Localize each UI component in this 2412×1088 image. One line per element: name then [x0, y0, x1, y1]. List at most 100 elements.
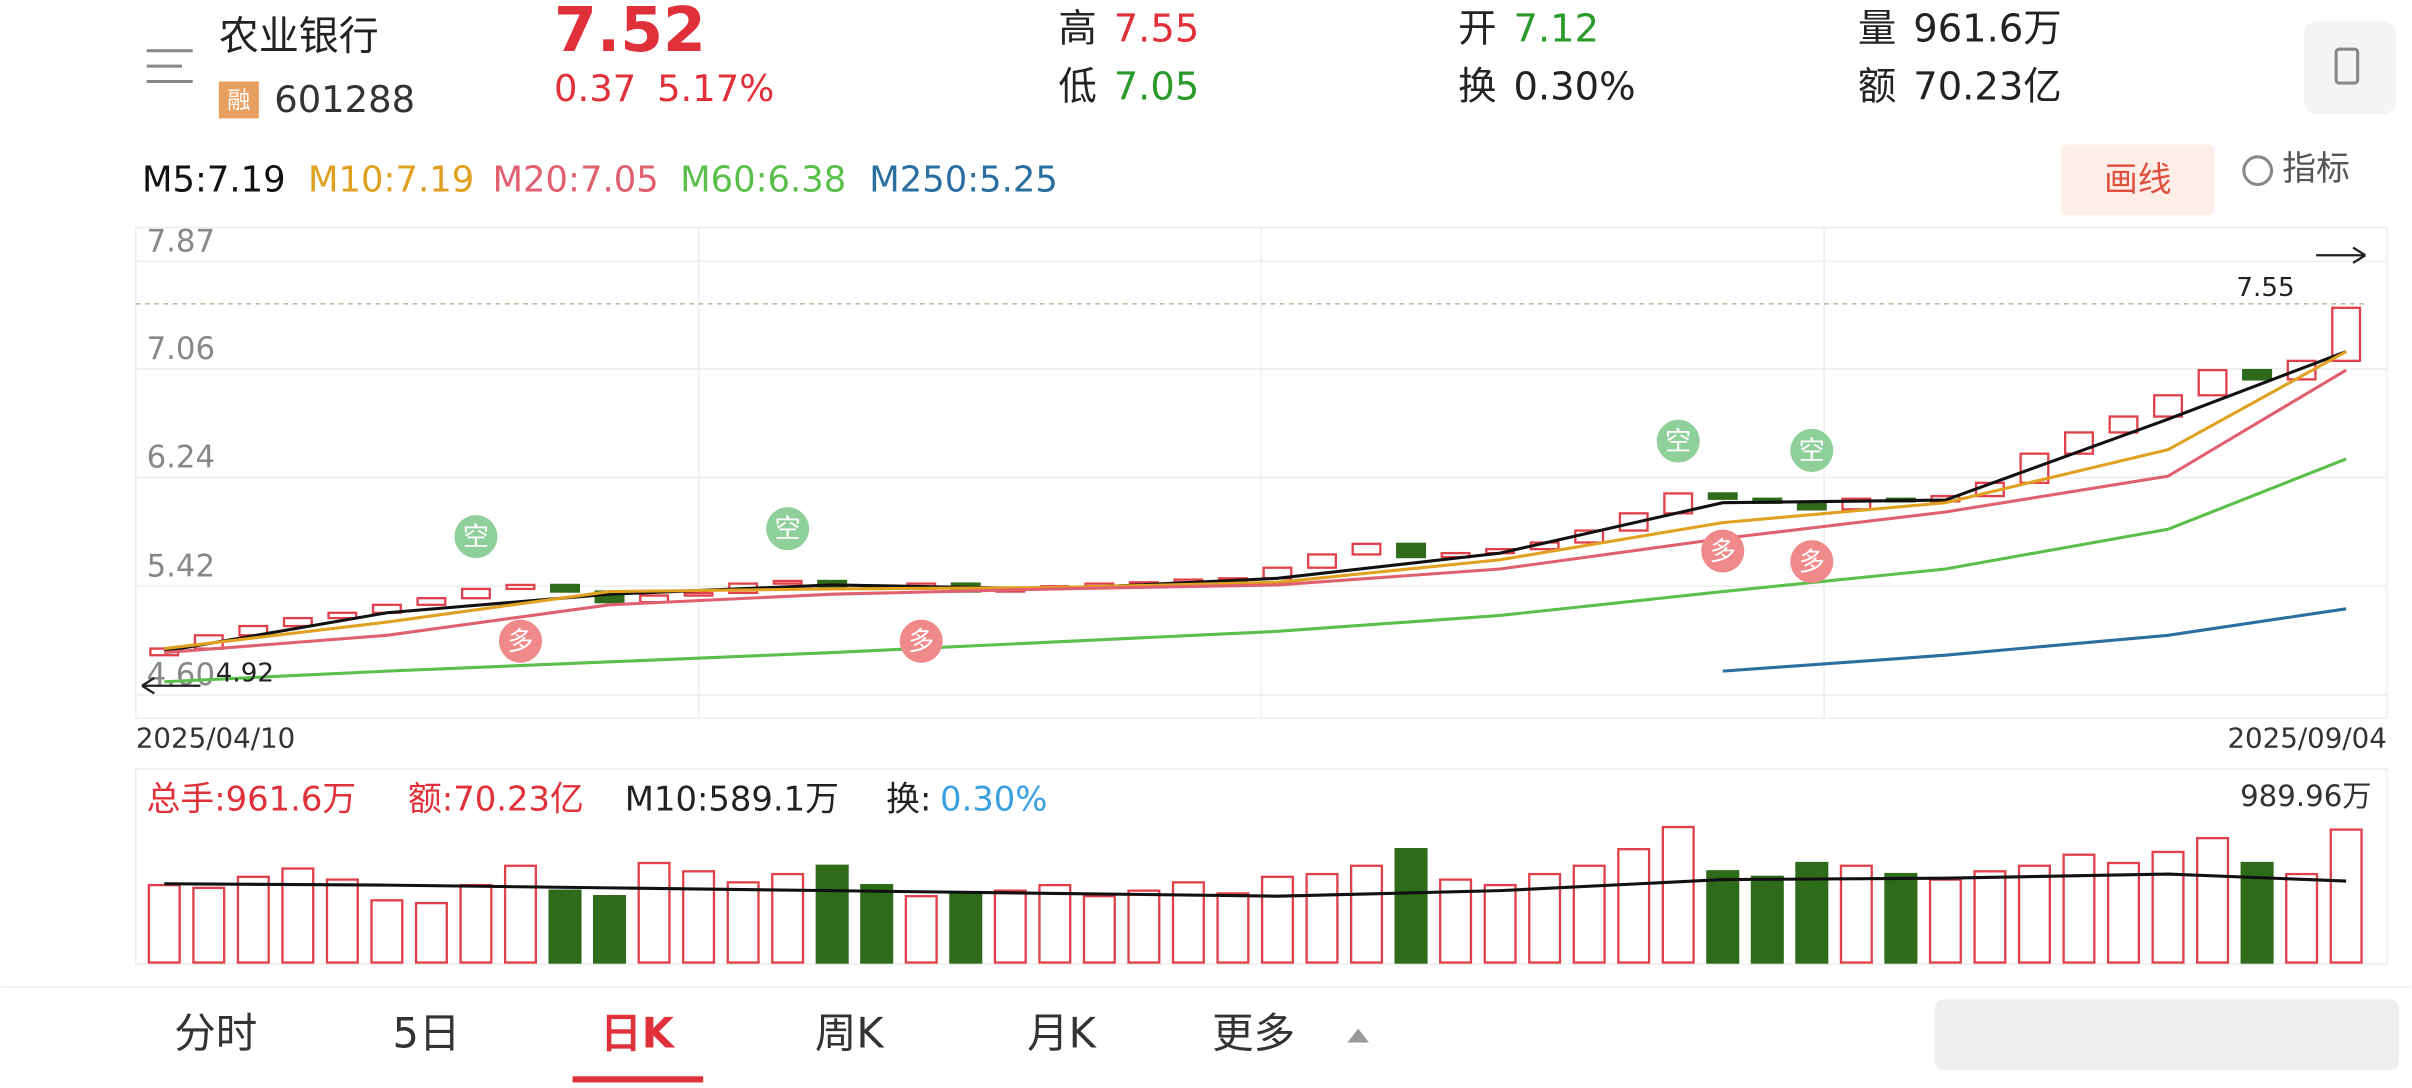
volume-bar — [1617, 848, 1651, 964]
tag: 融 — [227, 88, 250, 114]
volume-bar — [1661, 825, 1695, 964]
candle — [1396, 542, 1427, 559]
volume-bar — [1572, 864, 1606, 964]
volume-bar — [949, 892, 983, 964]
volume-bar — [1973, 870, 2007, 964]
volume-bar — [414, 901, 448, 964]
candle — [683, 591, 714, 597]
menu-icon[interactable] — [146, 49, 193, 84]
tab[interactable]: 周K — [815, 1008, 886, 1057]
candle — [2242, 368, 2273, 381]
vol-total: 总手:961.6万 — [147, 780, 357, 819]
stat-value: 7.12 — [1514, 6, 1600, 51]
volume-bar — [593, 895, 627, 964]
indicator-icon — [2242, 155, 2274, 187]
legend-ma: M10:7.19 — [308, 159, 474, 200]
volume-bar — [1260, 875, 1294, 964]
blurred-control[interactable] — [1934, 999, 2400, 1071]
stat-value: 7.05 — [1114, 65, 1200, 110]
volume-bar — [904, 895, 938, 964]
volume-bar — [2196, 836, 2230, 964]
legend-ma: M5:7.19 — [142, 159, 286, 200]
candle — [2108, 415, 2139, 434]
tab[interactable]: 日K — [600, 1008, 676, 1057]
draw-label: 画线 — [2104, 160, 2172, 199]
indicator-label[interactable]: 指标 — [2282, 149, 2350, 188]
signal-bubble — [899, 619, 943, 663]
volume-bar — [2285, 872, 2319, 964]
volume-bar — [1839, 864, 1873, 964]
volume-bar — [771, 872, 805, 964]
high-label: 7.55 — [2236, 273, 2294, 303]
volume-bar — [236, 875, 270, 964]
tab-indicator — [572, 1076, 704, 1083]
volume-bar — [2017, 864, 2051, 964]
ma-line — [164, 368, 2347, 655]
volume-bar — [459, 883, 493, 964]
signal-bubble — [766, 507, 810, 551]
volume-bar — [281, 867, 315, 964]
volume-bar — [370, 899, 404, 964]
start-date: 2025/04/10 — [136, 722, 295, 755]
candle — [282, 616, 313, 628]
ma-line — [164, 350, 2347, 651]
tab[interactable]: 5日 — [392, 1008, 460, 1057]
ma-line — [1722, 607, 2347, 673]
volume-bar — [548, 889, 582, 964]
vol-ma-line — [164, 872, 2347, 898]
volume-bar — [325, 878, 359, 964]
candle — [416, 597, 447, 606]
volume-bar — [993, 889, 1027, 964]
volume-bar — [2106, 861, 2141, 964]
signal-label: 多 — [507, 627, 533, 657]
price: 7.52 — [554, 0, 706, 66]
candle — [2153, 394, 2184, 418]
stat-value: 0.30% — [1514, 65, 1636, 110]
stat-key: 高 — [1058, 6, 1096, 51]
low-label: 4.92 — [216, 659, 274, 689]
candle — [1307, 553, 1337, 569]
volume-bar — [503, 864, 538, 964]
device-button[interactable] — [2303, 21, 2397, 114]
stock-name: 农业银行 — [219, 13, 379, 59]
volume-bar — [1305, 872, 1339, 964]
legend-ma: M60:6.38 — [680, 159, 846, 200]
draw-button[interactable] — [2060, 144, 2215, 216]
volume-bar — [2329, 828, 2363, 964]
signal-label: 空 — [1665, 427, 1691, 457]
volume-bar — [1483, 883, 1517, 964]
volume-bar — [1038, 883, 1072, 964]
tab[interactable]: 月K — [1027, 1008, 1098, 1057]
candle — [327, 611, 358, 620]
device-icon — [2334, 47, 2360, 85]
signal-bubble — [498, 619, 543, 663]
vol-amount: 额:70.23亿 — [408, 780, 584, 819]
y-tick-label: 7.87 — [147, 223, 215, 259]
stock-code: 601288 — [274, 78, 415, 121]
y-tick-label: 4.60 — [147, 657, 215, 693]
stat-value: 70.23亿 — [1913, 65, 2061, 110]
candle — [772, 579, 803, 585]
signal-label: 空 — [775, 515, 801, 545]
vol-max-label: 989.96万 — [2240, 779, 2371, 813]
y-tick-label: 7.06 — [147, 331, 215, 367]
candle — [1796, 501, 1827, 511]
volume-bar — [1216, 892, 1250, 964]
volume-bar — [1706, 870, 1740, 964]
stat-value: 7.55 — [1114, 6, 1200, 51]
stat-value: 961.6万 — [1913, 6, 2061, 51]
candle — [1707, 492, 1738, 500]
volume-bar — [1928, 878, 1962, 964]
signal-bubble — [1701, 529, 1745, 573]
volume-bar — [860, 883, 894, 964]
volume-bar — [2240, 861, 2274, 964]
tab[interactable]: 更多 — [1212, 1008, 1295, 1057]
tab[interactable]: 分时 — [174, 1008, 257, 1057]
signal-bubble — [1790, 428, 1834, 472]
volume-bar — [1127, 889, 1161, 964]
signal-label: 多 — [908, 627, 934, 657]
change-pct: 5.17% — [657, 67, 774, 110]
volume-bar — [815, 864, 849, 964]
signal-label: 空 — [1799, 436, 1825, 466]
signal-label: 多 — [1799, 548, 1825, 578]
